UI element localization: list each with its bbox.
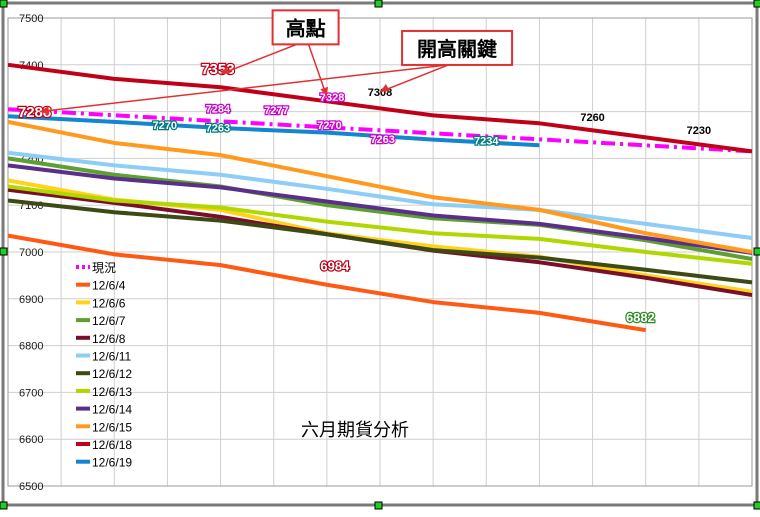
- data-label: 7277: [264, 105, 288, 117]
- data-label: 6882: [626, 310, 655, 325]
- data-label: 7263: [370, 134, 394, 146]
- y-tick-label: 6700: [19, 387, 43, 399]
- y-tick-label: 6900: [19, 294, 43, 306]
- resize-handle[interactable]: [0, 501, 8, 510]
- resize-handle[interactable]: [0, 247, 8, 256]
- data-label: 6984: [320, 259, 350, 274]
- callout-text: 開高關鍵: [417, 37, 497, 61]
- legend-label: 12/6/6: [92, 296, 126, 310]
- resize-handle[interactable]: [753, 247, 760, 256]
- callout-arrowhead: [220, 66, 231, 75]
- resize-handle[interactable]: [753, 501, 760, 510]
- legend-label: 12/6/8: [92, 332, 126, 346]
- series-line: [7, 114, 540, 148]
- data-label: 7230: [687, 125, 711, 137]
- y-tick-label: 7500: [19, 13, 43, 25]
- series-line: [7, 163, 753, 255]
- legend-label: 12/6/14: [92, 403, 132, 417]
- series-line: [7, 62, 753, 154]
- legend-label: 現況: [92, 260, 116, 275]
- callout-arrowhead: [39, 106, 50, 115]
- series-line: [7, 150, 753, 240]
- y-tick-label: 6500: [19, 481, 43, 493]
- callout-box: [271, 9, 340, 46]
- callout-arrowhead: [320, 86, 329, 97]
- series-line: [7, 119, 753, 254]
- data-label: 7260: [580, 112, 604, 124]
- y-tick-label: 6600: [19, 434, 43, 446]
- resize-handle[interactable]: [374, 501, 383, 510]
- series-line: [7, 198, 753, 285]
- legend-label: 12/6/4: [92, 279, 126, 293]
- data-label: 7353: [201, 61, 234, 78]
- legend-label: 12/6/7: [92, 314, 126, 328]
- y-tick-label: 7000: [19, 247, 43, 259]
- resize-handle[interactable]: [374, 0, 383, 8]
- legend-label: 12/6/12: [92, 367, 132, 381]
- callout-arrow: [307, 44, 328, 97]
- resize-handle[interactable]: [753, 0, 760, 8]
- legend-label: 12/6/19: [92, 456, 132, 470]
- chart-title: 六月期貨分析: [301, 420, 409, 440]
- gridlines: [7, 17, 753, 487]
- series-line: [7, 107, 753, 154]
- y-tick-label: 6800: [19, 341, 43, 353]
- data-label: 7234: [474, 135, 499, 147]
- data-label: 7263: [206, 122, 230, 134]
- data-label: 7284: [206, 104, 231, 116]
- data-label: 7270: [153, 120, 177, 132]
- legend-label: 12/6/15: [92, 420, 132, 434]
- legend-label: 12/6/11: [92, 350, 131, 364]
- callout-box: [401, 29, 514, 66]
- callout-text: 高點: [286, 16, 326, 40]
- callout-arrow: [39, 64, 448, 113]
- series-line: [7, 184, 753, 266]
- legend-label: 12/6/13: [92, 385, 132, 399]
- data-label: 7328: [320, 92, 344, 104]
- data-label: 7288: [18, 104, 51, 121]
- callout-arrow: [220, 43, 298, 75]
- callout-arrow: [379, 64, 449, 93]
- data-label: 7270: [317, 120, 341, 132]
- series-line: [7, 233, 647, 333]
- series-line: [7, 156, 753, 261]
- legend-label: 12/6/18: [92, 438, 132, 452]
- resize-handle[interactable]: [0, 0, 8, 8]
- callout-arrowhead: [380, 84, 390, 92]
- series-lines: [7, 62, 753, 333]
- legend: 現況 12/6/4 12/6/6 12/6/7 12/6/8 12/6/11 12/6/12…: [76, 260, 132, 470]
